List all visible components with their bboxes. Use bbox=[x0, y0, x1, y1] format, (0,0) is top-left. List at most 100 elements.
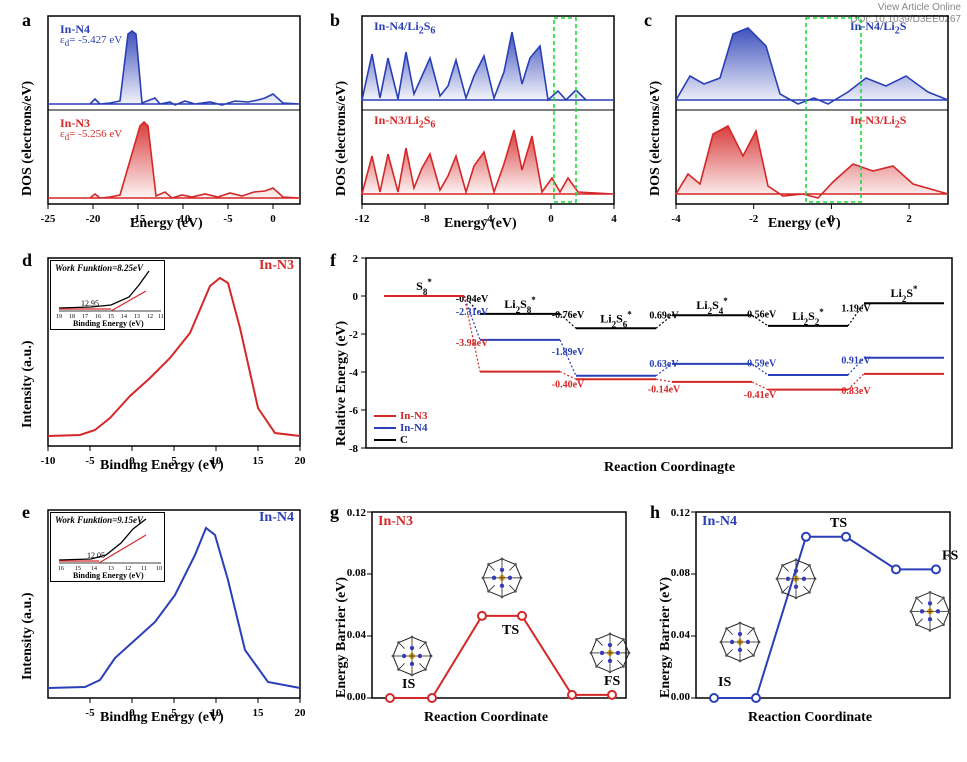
svg-text:TS: TS bbox=[502, 623, 519, 638]
svg-text:-4: -4 bbox=[483, 213, 493, 225]
svg-text:0.00: 0.00 bbox=[347, 691, 367, 703]
svg-text:0: 0 bbox=[829, 213, 835, 225]
svg-text:-6: -6 bbox=[349, 405, 359, 417]
svg-text:5: 5 bbox=[171, 707, 177, 719]
svg-text:11: 11 bbox=[141, 566, 147, 572]
svg-text:0.08: 0.08 bbox=[671, 567, 691, 579]
svg-text:-10: -10 bbox=[176, 213, 191, 225]
svg-text:0.00: 0.00 bbox=[671, 691, 691, 703]
panel-g: g Energy Barrier (eV) Reaction Coordinat… bbox=[314, 500, 634, 730]
panel-g-svg: 0.000.040.080.12 ISTSFS bbox=[314, 500, 634, 730]
svg-text:0: 0 bbox=[353, 291, 359, 303]
svg-text:-5: -5 bbox=[223, 213, 233, 225]
svg-text:14: 14 bbox=[121, 314, 127, 320]
svg-text:0: 0 bbox=[129, 455, 135, 467]
panel-e-inset: Work Funktion=9.15eV 12.05 Binding Energ… bbox=[50, 512, 165, 582]
svg-text:13: 13 bbox=[108, 566, 114, 572]
svg-text:TS: TS bbox=[830, 516, 847, 531]
svg-text:2: 2 bbox=[906, 213, 912, 225]
svg-text:0.12: 0.12 bbox=[347, 507, 367, 519]
svg-text:FS: FS bbox=[604, 674, 621, 689]
svg-text:-0.14eV: -0.14eV bbox=[648, 385, 681, 396]
svg-text:IS: IS bbox=[718, 675, 731, 690]
svg-text:1.19eV: 1.19eV bbox=[841, 304, 871, 315]
svg-text:-20: -20 bbox=[86, 213, 101, 225]
svg-text:Li2S4*: Li2S4* bbox=[696, 296, 728, 316]
svg-text:-8: -8 bbox=[420, 213, 430, 225]
svg-text:14: 14 bbox=[91, 566, 97, 572]
panel-e: e Intensity (a.u.) Binding Energy (eV) I… bbox=[0, 500, 312, 730]
svg-text:4: 4 bbox=[611, 213, 617, 225]
svg-text:12: 12 bbox=[147, 314, 153, 320]
svg-text:-2.31eV: -2.31eV bbox=[456, 307, 489, 318]
svg-text:0.83eV: 0.83eV bbox=[841, 386, 871, 397]
f-leg-k: C bbox=[400, 434, 408, 446]
svg-text:0.08: 0.08 bbox=[347, 567, 367, 579]
svg-text:0.04: 0.04 bbox=[671, 629, 691, 641]
c-s1: In-N4/Li2S bbox=[850, 19, 906, 36]
svg-text:0: 0 bbox=[129, 707, 135, 719]
svg-text:16: 16 bbox=[95, 314, 101, 320]
svg-text:-1.89eV: -1.89eV bbox=[552, 347, 585, 358]
svg-text:10: 10 bbox=[211, 455, 223, 467]
svg-text:-15: -15 bbox=[131, 213, 146, 225]
svg-text:15: 15 bbox=[253, 707, 265, 719]
svg-text:-25: -25 bbox=[41, 213, 56, 225]
svg-text:0.69eV: 0.69eV bbox=[649, 311, 679, 322]
svg-text:-0.41eV: -0.41eV bbox=[744, 390, 777, 401]
f-leg-r: In-N3 bbox=[400, 410, 428, 422]
svg-text:-5: -5 bbox=[85, 707, 95, 719]
svg-text:0.04: 0.04 bbox=[347, 629, 367, 641]
svg-text:18: 18 bbox=[69, 314, 75, 320]
svg-text:Li2S8*: Li2S8* bbox=[504, 295, 536, 315]
b-s1: In-N4/Li2S6 bbox=[374, 19, 435, 36]
panel-c-svg: -4 -2 0 2 bbox=[628, 6, 960, 236]
svg-text:-0.76eV: -0.76eV bbox=[552, 310, 585, 321]
svg-text:0: 0 bbox=[270, 213, 276, 225]
panel-d: d Intensity (a.u.) Binding Energy (eV) I… bbox=[0, 248, 312, 478]
svg-text:-0.56eV: -0.56eV bbox=[744, 310, 777, 321]
svg-text:20: 20 bbox=[295, 707, 307, 719]
a-s1-sub: εd= -5.427 eV bbox=[60, 34, 122, 48]
panel-h-svg: 0.000.040.080.12 ISTSFS bbox=[638, 500, 958, 730]
d-inset-svg: 19181716 1514131211 bbox=[51, 261, 166, 331]
svg-text:10: 10 bbox=[211, 707, 223, 719]
svg-text:-3.98eV: -3.98eV bbox=[456, 338, 489, 349]
e-inset-svg: 16 15 14 13 12 11 10 bbox=[51, 513, 166, 583]
svg-text:15: 15 bbox=[253, 455, 265, 467]
svg-text:Li2S6*: Li2S6* bbox=[600, 309, 632, 329]
svg-text:20: 20 bbox=[295, 455, 307, 467]
svg-text:-2: -2 bbox=[349, 329, 359, 341]
panel-a-svg: -25 -20 -15 -10 -5 0 bbox=[0, 6, 312, 236]
svg-text:Li2S2*: Li2S2* bbox=[792, 307, 824, 327]
svg-text:15: 15 bbox=[108, 314, 114, 320]
svg-text:-0.40eV: -0.40eV bbox=[552, 379, 585, 390]
c-s2: In-N3/Li2S bbox=[850, 113, 906, 130]
svg-text:10: 10 bbox=[156, 566, 162, 572]
panel-b-svg: -12 -8 -4 0 4 bbox=[314, 6, 626, 236]
svg-text:11: 11 bbox=[158, 314, 164, 320]
svg-text:16: 16 bbox=[58, 566, 64, 572]
svg-text:-12: -12 bbox=[355, 213, 370, 225]
svg-text:-2: -2 bbox=[749, 213, 759, 225]
panel-h: h Energy Barrier (eV) Reaction Coordinat… bbox=[638, 500, 958, 730]
svg-text:Li2S*: Li2S* bbox=[890, 284, 918, 304]
panel-f: f Relative Energy (eV) Reaction Coordina… bbox=[314, 248, 960, 478]
svg-text:-8: -8 bbox=[349, 443, 359, 455]
panel-b: b DOS (electrons/eV) Energy (eV) -12 -8 … bbox=[314, 6, 626, 236]
svg-text:-10: -10 bbox=[41, 455, 56, 467]
svg-text:17: 17 bbox=[82, 314, 88, 320]
svg-text:S8*: S8* bbox=[416, 277, 432, 297]
svg-text:-0.59eV: -0.59eV bbox=[744, 358, 777, 369]
panel-d-inset: Work Funktion=8.25eV 12.95 Binding Energ… bbox=[50, 260, 165, 330]
b-s2: In-N3/Li2S6 bbox=[374, 113, 435, 130]
panel-a: a DOS (electrons/eV) Energy (eV) -25 -20… bbox=[0, 6, 312, 236]
svg-text:5: 5 bbox=[171, 455, 177, 467]
svg-text:-4: -4 bbox=[671, 213, 681, 225]
a-s2-sub: εd= -5.256 eV bbox=[60, 128, 122, 142]
svg-text:FS: FS bbox=[942, 548, 958, 563]
svg-text:-4: -4 bbox=[349, 367, 359, 379]
svg-text:15: 15 bbox=[75, 566, 81, 572]
svg-text:0: 0 bbox=[548, 213, 554, 225]
svg-text:12: 12 bbox=[125, 566, 131, 572]
